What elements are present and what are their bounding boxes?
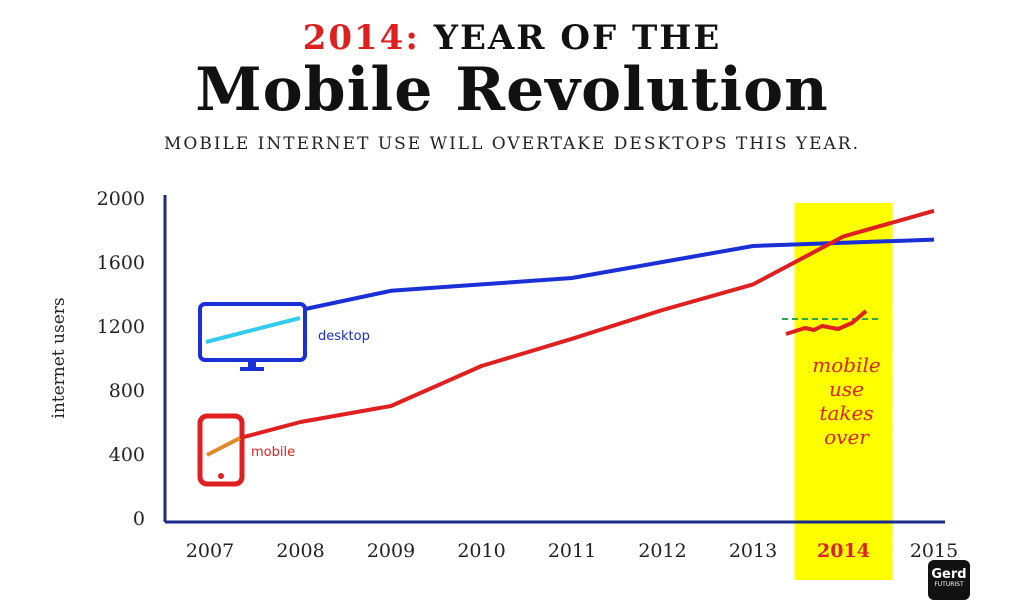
- x-tick-label: 2008: [276, 540, 324, 562]
- logo: Gerd FUTURIST: [928, 560, 970, 600]
- x-tick-label: 2014: [817, 540, 870, 562]
- annotation-squiggle: [785, 309, 868, 336]
- legend-label-mobile: mobile: [251, 445, 295, 460]
- logo-text: Gerd: [931, 567, 967, 582]
- x-tick-label: 2007: [186, 540, 234, 562]
- x-tick-label: 2013: [729, 540, 777, 562]
- title-line1-rest: YEAR OF THE: [433, 18, 722, 58]
- page-title: Mobile Revolution: [195, 55, 829, 125]
- smartphone-icon: [197, 413, 245, 487]
- phone-button: [218, 473, 224, 479]
- monitor-icon: [198, 302, 307, 371]
- annotation-text: use: [829, 377, 864, 401]
- annotation-text: over: [824, 425, 870, 449]
- x-tick-label: 2010: [457, 540, 505, 562]
- y-tick-label: 2000: [97, 188, 145, 210]
- logo-subtext: FUTURIST: [934, 581, 964, 588]
- monitor-neck: [248, 360, 256, 368]
- y-tick-label: 1600: [97, 252, 145, 274]
- annotation-text: takes: [819, 401, 873, 425]
- title-line1: 2014: YEAR OF THE: [0, 18, 1024, 58]
- monitor-base: [240, 367, 264, 371]
- y-tick-label: 800: [109, 380, 145, 402]
- x-tick-label: 2009: [367, 540, 415, 562]
- phone-trend: [206, 436, 241, 457]
- y-axis-label: internet users: [49, 297, 69, 418]
- x-tick-label: 2011: [548, 540, 596, 562]
- x-tick-label: 2012: [638, 540, 686, 562]
- y-tick-label: 1200: [97, 316, 145, 338]
- monitor-trend: [205, 316, 301, 344]
- subtitle: MOBILE INTERNET USE WILL OVERTAKE DESKTO…: [164, 134, 860, 154]
- legend-label-desktop: desktop: [318, 329, 370, 344]
- y-tick-label: 400: [109, 444, 145, 466]
- x-tick-label: 2015: [910, 540, 958, 562]
- annotation-text: mobile: [812, 353, 880, 377]
- title-year: 2014:: [302, 18, 420, 58]
- y-tick-label: 0: [133, 508, 145, 530]
- highlight-band: [794, 203, 893, 580]
